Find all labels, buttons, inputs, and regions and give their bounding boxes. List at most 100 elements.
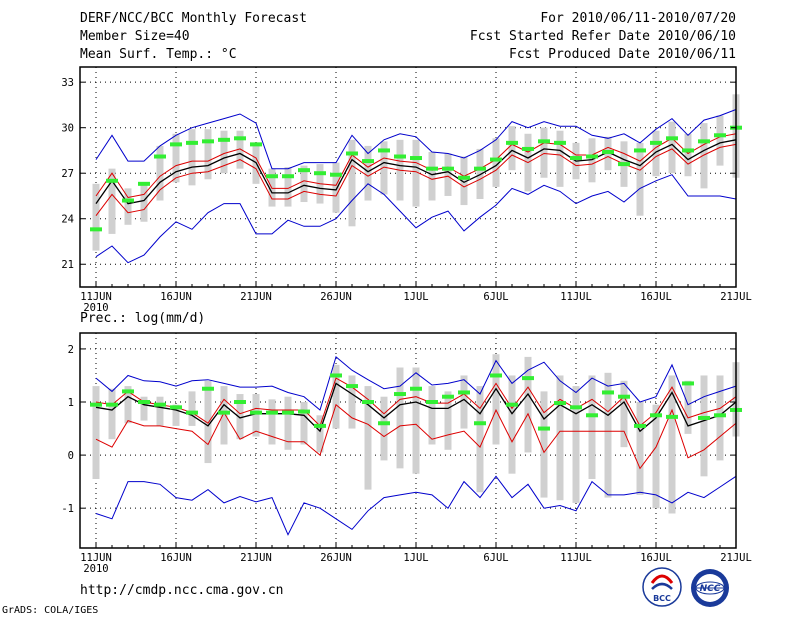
temperature-obs-marker: [314, 171, 326, 176]
temperature-obs-marker: [330, 172, 342, 177]
temperature-obs-marker: [426, 166, 438, 171]
precipitation-year-label: 2010: [83, 563, 108, 575]
bcc-logo-text: BCC: [653, 594, 671, 603]
precipitation-obs-marker: [698, 415, 710, 420]
precipitation-range-box: [428, 386, 436, 445]
precipitation-range-box: [476, 386, 484, 493]
temperature-range-box: [508, 126, 516, 171]
temperature-range-box: [364, 145, 372, 201]
temperature-obs-marker: [250, 142, 262, 147]
temperature-obs-marker: [570, 156, 582, 161]
temperature-range-box: [284, 167, 292, 207]
precipitation-obs-marker: [442, 394, 454, 399]
precipitation-obs-marker: [506, 402, 518, 407]
temperature-range-box: [412, 139, 420, 207]
temperature-range-box: [108, 168, 116, 234]
temperature-ytick-label: 24: [61, 214, 74, 226]
temperature-obs-marker: [634, 148, 646, 153]
precipitation-range-box: [364, 386, 372, 490]
temperature-obs-marker: [218, 137, 230, 142]
temperature-obs-marker: [90, 227, 102, 232]
precipitation-ytick-label: -1: [61, 503, 74, 515]
temperature-range-box: [700, 123, 708, 189]
temperature-range-box: [236, 130, 244, 169]
precipitation-range-box: [140, 396, 148, 421]
precipitation-obs-marker: [458, 390, 470, 395]
precipitation-xtick-label: 11JUL: [560, 552, 592, 564]
footer-url[interactable]: http://cmdp.ncc.cma.gov.cn: [80, 583, 284, 598]
precipitation-range-box: [556, 375, 564, 501]
precipitation-obs-marker: [234, 400, 246, 405]
temperature-variable-label: Mean Surf. Temp.: °C: [80, 47, 237, 62]
precipitation-range-box: [220, 386, 228, 445]
precipitation-range-box: [188, 391, 196, 426]
temperature-obs-marker: [602, 149, 614, 154]
temperature-max-line: [95, 109, 737, 170]
temperature-upper-line: [95, 133, 737, 199]
precipitation-range-box: [572, 386, 580, 503]
temperature-mean-line: [95, 139, 737, 205]
precipitation-range-box: [444, 391, 452, 450]
temperature-obs-marker: [154, 154, 166, 159]
temperature-range-box: [652, 130, 660, 177]
temperature-range-box: [252, 145, 260, 184]
precipitation-obs-marker: [426, 400, 438, 405]
precipitation-obs-marker: [634, 423, 646, 428]
precipitation-obs-marker: [538, 426, 550, 431]
precipitation-min-line: [95, 475, 737, 536]
temperature-range-box: [684, 133, 692, 177]
precipitation-range-box: [700, 375, 708, 477]
precipitation-range-box: [716, 375, 724, 461]
precipitation-ytick-label: 1: [68, 397, 74, 409]
temperature-obs-marker: [698, 139, 710, 144]
precipitation-max-line: [95, 356, 737, 411]
precipitation-range-box: [620, 380, 628, 448]
temperature-range-box: [172, 133, 180, 183]
temperature-obs-marker: [106, 178, 118, 183]
temperature-range-box: [716, 115, 724, 166]
precipitation-range-box: [460, 375, 468, 429]
temperature-range-box: [188, 129, 196, 186]
precipitation-obs-marker: [586, 413, 598, 418]
precipitation-obs-marker: [186, 410, 198, 415]
temperature-range-box: [428, 151, 436, 201]
precipitation-range-box: [380, 396, 388, 461]
temperature-range-box: [140, 183, 148, 222]
temperature-xtick-label: 26JUN: [320, 291, 352, 303]
temperature-range-box: [556, 130, 564, 187]
precipitation-obs-marker: [202, 386, 214, 391]
precipitation-obs-marker: [346, 384, 358, 389]
temperature-xtick-label: 11JUN: [80, 291, 112, 303]
precipitation-range-box: [124, 386, 132, 424]
precipitation-obs-marker: [522, 376, 534, 381]
temperature-xtick-label: 16JUN: [160, 291, 192, 303]
precipitation-range-box: [636, 402, 644, 495]
start-date: Fcst Started Refer Date 2010/06/10: [469, 29, 736, 44]
precipitation-range-box: [268, 399, 276, 445]
precipitation-range-box: [172, 404, 180, 426]
temperature-obs-marker: [650, 140, 662, 145]
precipitation-obs-marker: [106, 402, 118, 407]
temperature-panel: 21 24 27 30 33 11JUN 16JUN 21JUN 26JUN 1JUL 6JUL 11…: [61, 66, 752, 314]
precipitation-range-box: [668, 375, 676, 514]
precipitation-range-box: [236, 394, 244, 440]
precipitation-variable-label: Prec.: log(mm/d): [80, 311, 206, 326]
temperature-obs-marker: [138, 181, 150, 186]
precipitation-obs-marker: [90, 402, 102, 407]
temperature-ytick-label: 30: [61, 123, 74, 135]
temperature-range-box: [300, 165, 308, 203]
produced-date: Fcst Produced Date 2010/06/11: [509, 47, 736, 62]
precipitation-obs-marker: [714, 413, 726, 418]
precipitation-lower-line: [95, 403, 737, 470]
temperature-obs-marker: [442, 166, 454, 171]
precipitation-range-box: [316, 415, 324, 453]
temperature-year-label: 2010: [83, 302, 108, 314]
precipitation-range-box: [684, 380, 692, 434]
precipitation-obs-marker: [410, 386, 422, 391]
temperature-obs-marker: [410, 156, 422, 161]
temperature-ytick-label: 33: [61, 77, 74, 89]
precipitation-range-box: [524, 356, 532, 453]
member-size-label: Member Size=40: [80, 29, 190, 44]
precipitation-obs-marker: [394, 392, 406, 397]
